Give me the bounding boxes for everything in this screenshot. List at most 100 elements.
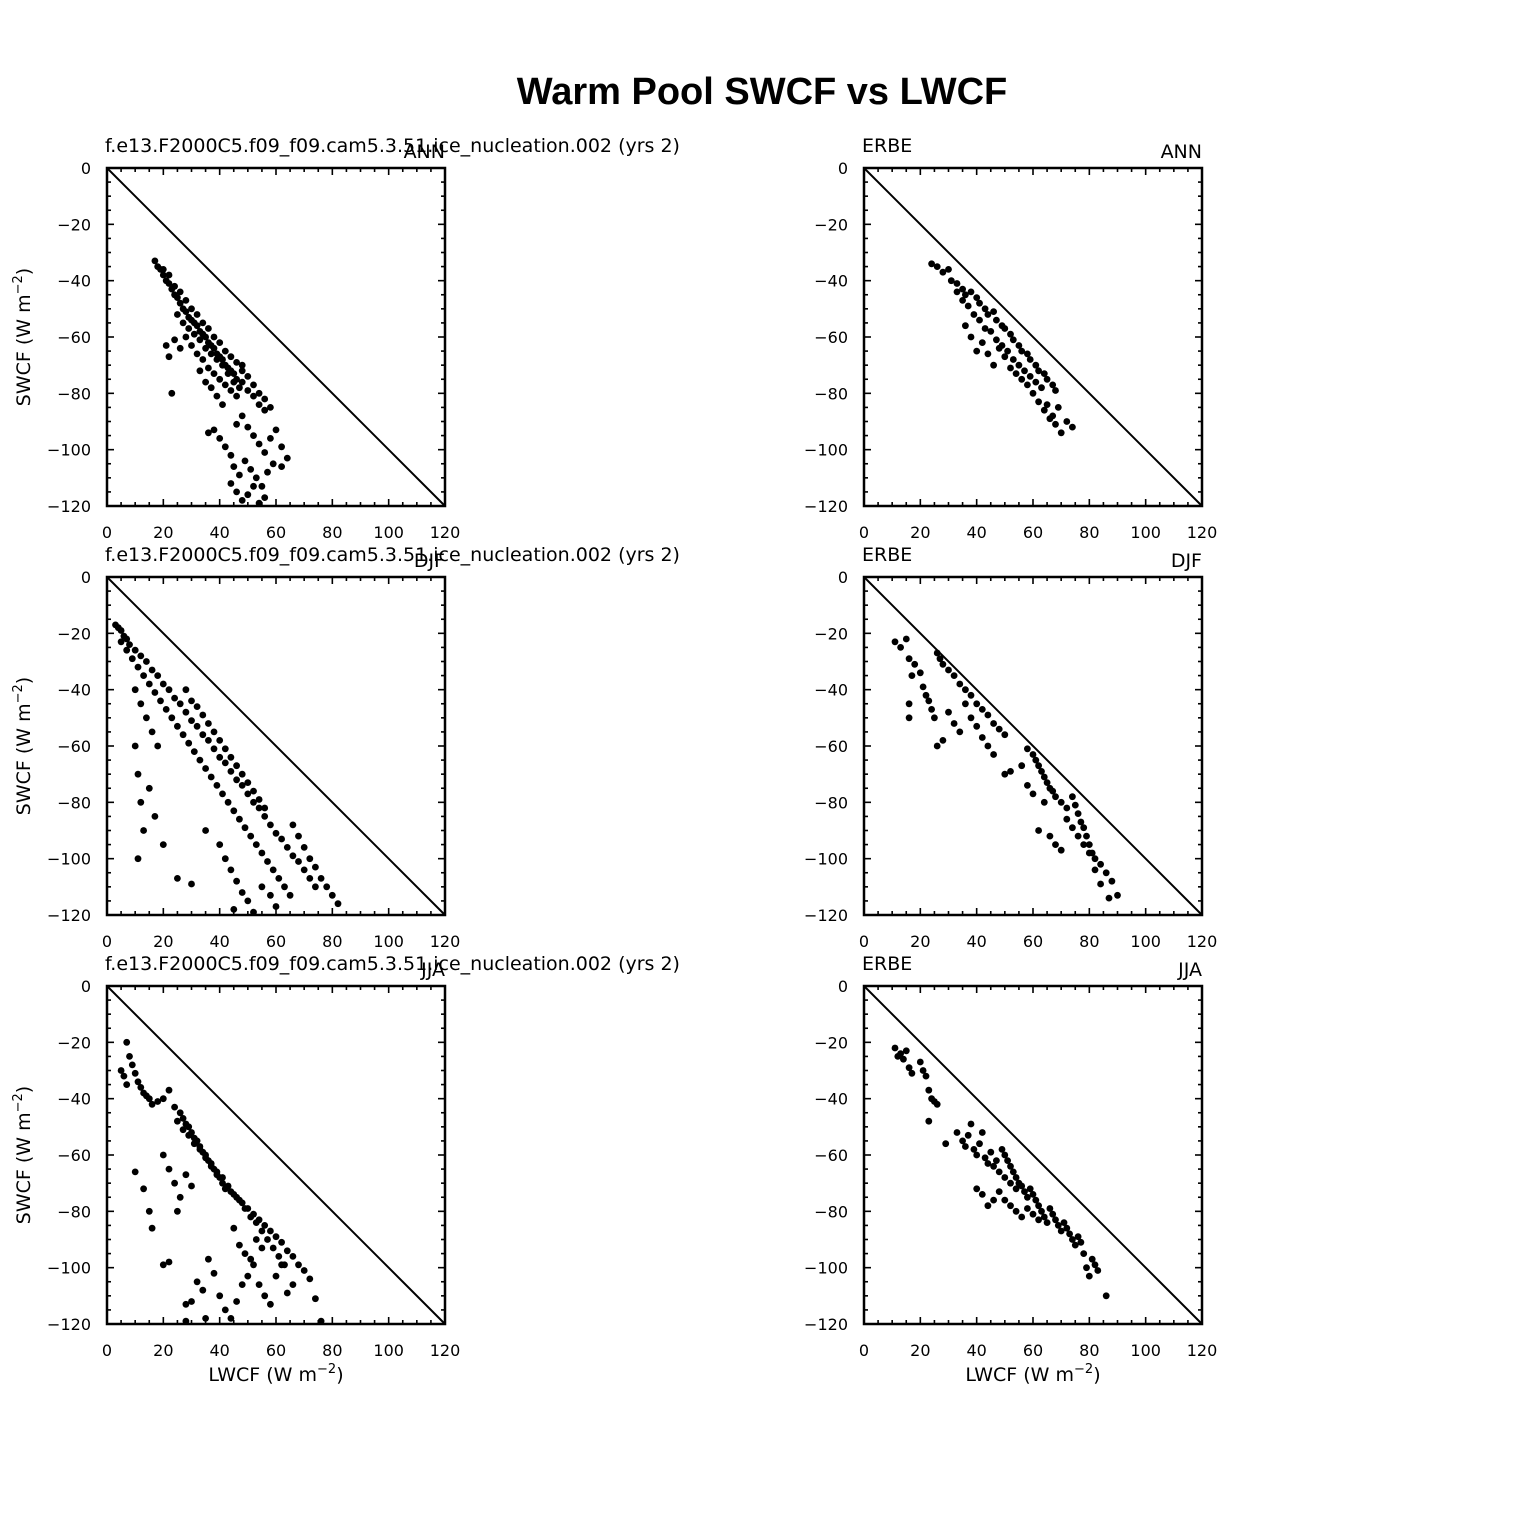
- data-point: [1035, 398, 1042, 406]
- data-point: [224, 1182, 232, 1190]
- x-tick-label: 100: [373, 523, 404, 542]
- data-point: [179, 319, 187, 327]
- data-point: [227, 768, 235, 775]
- data-point: [196, 367, 204, 375]
- data-point: [241, 1205, 249, 1212]
- data-point: [224, 370, 232, 377]
- data-point: [233, 1298, 241, 1305]
- data-point: [1080, 841, 1088, 848]
- x-tick-label: 20: [153, 523, 173, 542]
- data-point: [261, 395, 269, 403]
- data-point: [962, 291, 969, 299]
- data-point: [148, 1100, 156, 1108]
- data-point: [939, 737, 947, 744]
- data-point: [199, 731, 207, 739]
- x-tick-label: 40: [209, 523, 229, 542]
- y-tick-label: −40: [814, 1090, 848, 1109]
- data-point: [261, 813, 269, 820]
- data-point: [210, 333, 218, 341]
- data-point: [1024, 745, 1031, 753]
- data-point: [145, 784, 153, 792]
- data-point: [145, 1095, 153, 1103]
- data-point: [306, 875, 314, 882]
- data-point: [995, 344, 1003, 352]
- data-point: [258, 1227, 266, 1235]
- data-point: [289, 1281, 297, 1288]
- x-tick-label: 60: [266, 523, 286, 542]
- data-point: [1054, 1222, 1062, 1229]
- data-point: [1088, 1255, 1096, 1263]
- data-point: [244, 779, 252, 786]
- data-point: [188, 880, 195, 888]
- panel-right-label: ANN: [1161, 141, 1202, 163]
- data-point: [117, 627, 125, 634]
- data-point: [241, 457, 249, 465]
- data-point: [964, 1131, 972, 1139]
- data-point: [174, 875, 181, 882]
- data-point: [328, 891, 336, 899]
- data-point: [916, 669, 924, 677]
- y-tick-label: −40: [57, 681, 91, 700]
- data-point: [1012, 1174, 1020, 1181]
- data-point: [922, 1072, 930, 1080]
- data-point: [134, 770, 142, 778]
- data-point: [120, 1072, 128, 1080]
- data-point: [182, 708, 190, 716]
- y-tick-label: −20: [57, 1033, 91, 1052]
- y-tick-label: −60: [814, 737, 848, 756]
- y-tick-label: 0: [81, 159, 91, 178]
- data-point: [207, 1160, 215, 1167]
- x-tick-label: 80: [1079, 523, 1099, 542]
- data-point: [185, 1131, 193, 1139]
- data-point: [976, 1140, 983, 1148]
- data-point: [159, 266, 167, 273]
- data-point: [1035, 1202, 1042, 1210]
- data-point: [317, 875, 325, 882]
- data-point: [159, 1095, 167, 1103]
- data-point: [252, 1236, 260, 1243]
- y-tick-label: −60: [57, 1146, 91, 1165]
- one-to-one-line: [863, 576, 1203, 916]
- data-point: [1091, 855, 1099, 863]
- data-point: [252, 841, 260, 848]
- x-tick-label: 0: [102, 523, 112, 542]
- data-point: [1009, 336, 1017, 344]
- data-point: [905, 655, 913, 663]
- x-tick-label: 0: [859, 1341, 869, 1360]
- data-point: [984, 350, 992, 358]
- data-point: [202, 378, 210, 386]
- data-point: [255, 796, 263, 803]
- data-point: [1052, 793, 1059, 801]
- data-point: [264, 1236, 271, 1243]
- data-point: [269, 460, 277, 468]
- data-point: [1021, 367, 1028, 375]
- x-tick-label: 80: [322, 932, 342, 951]
- scatter-points: [928, 260, 1076, 437]
- y-tick-label: −80: [814, 384, 848, 403]
- data-point: [953, 280, 961, 287]
- data-point: [221, 347, 229, 355]
- data-point: [1074, 810, 1082, 817]
- data-point: [1038, 768, 1045, 775]
- x-tick-label: 80: [1079, 932, 1099, 951]
- y-tick-label: −40: [814, 272, 848, 291]
- data-point: [219, 356, 226, 363]
- panel-erbe-ann: 0 20 40 60 80 100 120 0 −20 −40 −60 −80 −100 −120 ERBE…: [804, 135, 1217, 542]
- data-point: [1024, 782, 1031, 789]
- y-axis-label: SWCF (W m−2): [11, 1086, 35, 1224]
- data-point: [233, 776, 241, 784]
- x-tick-label: 20: [153, 932, 173, 951]
- data-point: [1007, 364, 1014, 372]
- data-point: [196, 336, 204, 344]
- data-point: [1094, 1267, 1102, 1274]
- data-point: [219, 361, 226, 369]
- data-point: [174, 1207, 181, 1215]
- data-point: [140, 827, 148, 834]
- data-point: [241, 824, 249, 832]
- y-tick-label: −80: [57, 793, 91, 812]
- data-point: [261, 494, 269, 501]
- data-point: [227, 387, 235, 394]
- data-point: [128, 655, 136, 663]
- data-point: [1038, 384, 1045, 392]
